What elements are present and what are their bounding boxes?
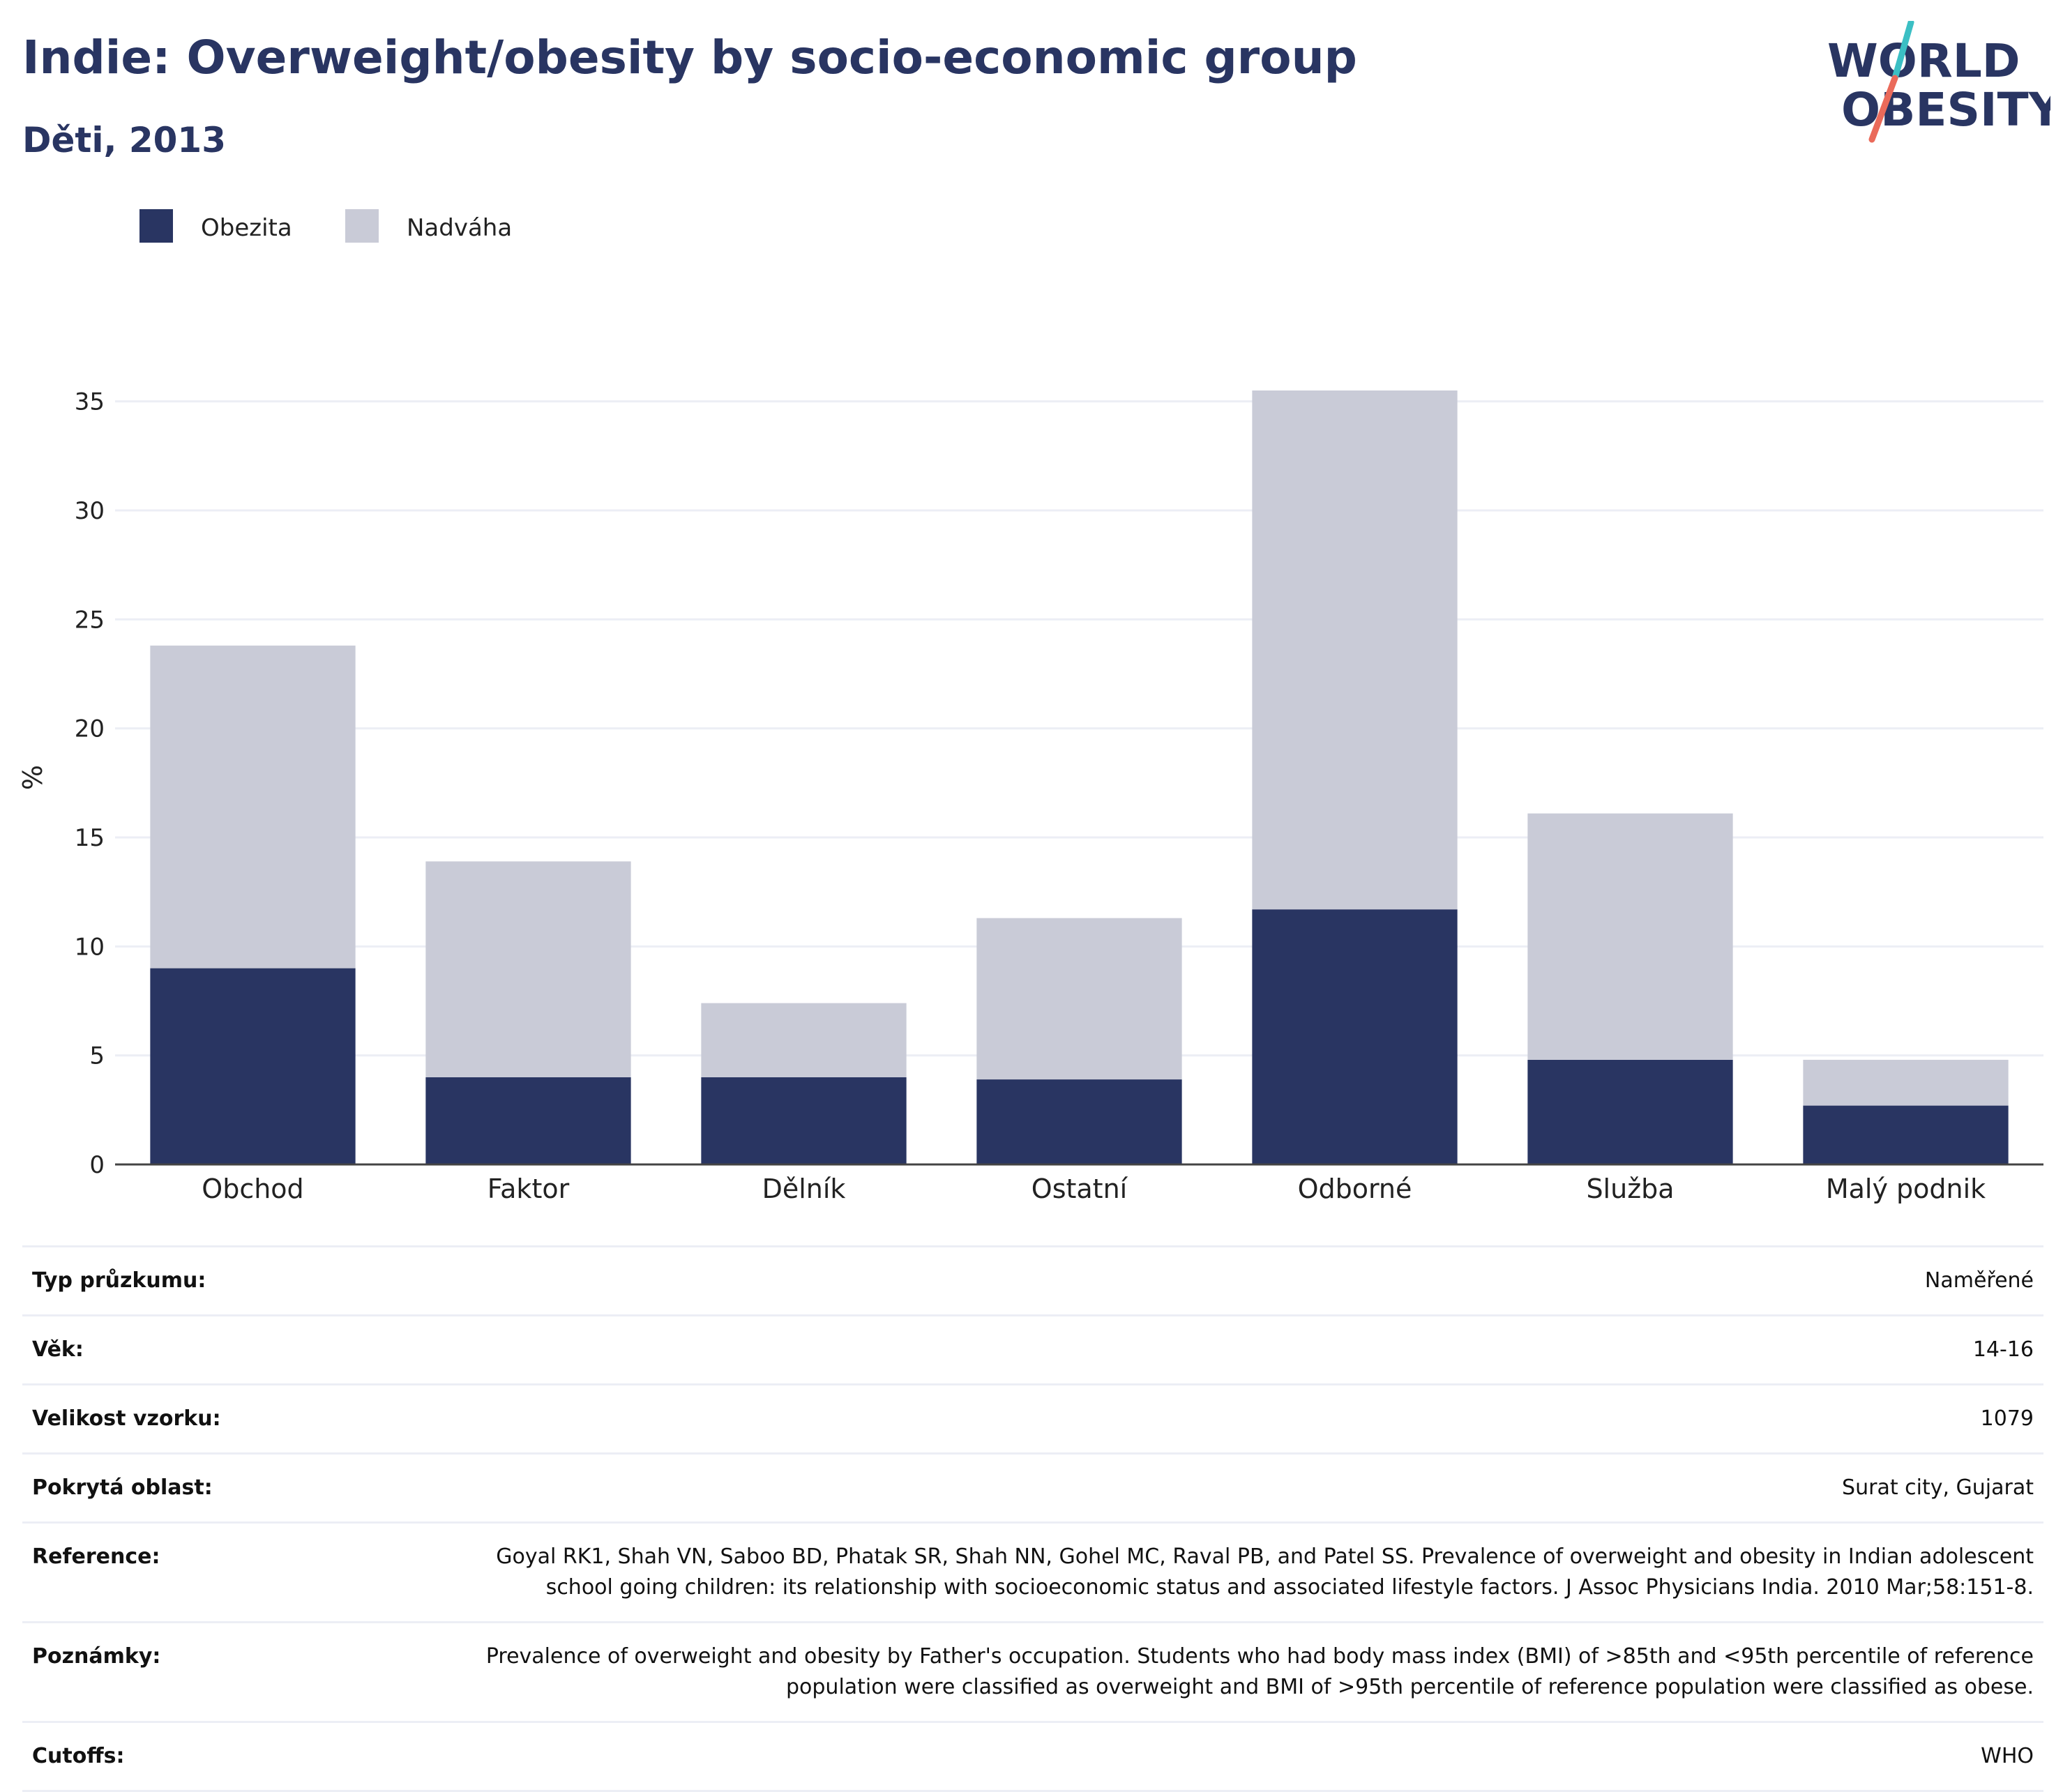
bar-obezita-0 (150, 968, 356, 1164)
details-row: Pokrytá oblast: Surat city, Gujarat (22, 1452, 2043, 1523)
bar-nadváha-4 (1252, 390, 1458, 910)
details-row: Věk: 14-16 (22, 1314, 2043, 1385)
details-value: Surat city, Gujarat (432, 1452, 2043, 1523)
details-value: Goyal RK1, Shah VN, Saboo BD, Phatak SR,… (432, 1521, 2043, 1623)
x-tick-label: Obchod (202, 1174, 303, 1204)
world-obesity-logo: WORLD OBESITY (1827, 21, 2050, 143)
x-axis-ticks: Obchod Faktor Dělník Ostatní Odborné Služba Ma… (202, 1174, 1986, 1204)
bar-obezita-4 (1252, 909, 1458, 1164)
details-label: Poznámky: (22, 1621, 432, 1722)
survey-details-table: Typ průzkumu: Naměřené Věk: 14-16 Velikost v… (22, 1245, 2043, 1792)
details-label: Pokrytá oblast: (22, 1452, 432, 1523)
legend-swatch-0 (139, 209, 173, 243)
details-value: Naměřené (432, 1245, 2043, 1316)
details-row: Velikost vzorku: 1079 (22, 1383, 2043, 1454)
x-tick-label: Faktor (488, 1174, 570, 1204)
chart-bars (150, 390, 2009, 1164)
stacked-bar-chart: Obezita Nadváha 0 5 10 15 20 25 30 35 Obchod Fakt… (17, 209, 2043, 1204)
y-tick-label: 35 (75, 388, 105, 416)
details-row: Poznámky: Prevalence of overweight and ob… (22, 1621, 2043, 1722)
y-tick-label: 0 (89, 1151, 105, 1179)
details-value: 14-16 (432, 1314, 2043, 1385)
x-tick-label: Odborné (1298, 1174, 1412, 1204)
details-label: Velikost vzorku: (22, 1383, 432, 1454)
details-label: Reference: (22, 1521, 432, 1623)
details-value: 1079 (432, 1383, 2043, 1454)
bar-nadváha-6 (1803, 1059, 2009, 1106)
x-tick-label: Dělník (762, 1174, 846, 1204)
bar-obezita-1 (425, 1077, 631, 1164)
bar-obezita-3 (976, 1079, 1182, 1164)
bar-nadváha-1 (425, 861, 631, 1077)
details-row: Reference: Goyal RK1, Shah VN, Saboo BD, … (22, 1521, 2043, 1623)
y-tick-label: 25 (75, 606, 105, 634)
bar-nadváha-3 (976, 918, 1182, 1080)
details-label: Typ průzkumu: (22, 1245, 432, 1316)
y-tick-label: 5 (89, 1042, 105, 1070)
details-label: Věk: (22, 1314, 432, 1385)
chart-legend: Obezita Nadváha (139, 209, 512, 243)
legend-swatch-1 (345, 209, 379, 243)
x-tick-label: Služba (1586, 1174, 1674, 1204)
page-subtitle: Děti, 2013 (22, 120, 227, 160)
y-axis-label: % (17, 765, 48, 790)
legend-label-1: Nadváha (407, 214, 512, 242)
bar-nadváha-0 (150, 645, 356, 969)
x-tick-label: Ostatní (1032, 1174, 1128, 1204)
details-label: Cutoffs: (22, 1721, 432, 1792)
details-value: Prevalence of overweight and obesity by … (432, 1621, 2043, 1722)
bar-obezita-2 (701, 1077, 907, 1164)
y-tick-label: 15 (75, 824, 105, 852)
details-row: Typ průzkumu: Naměřené (22, 1245, 2043, 1316)
logo-line-1: WORLD (1827, 34, 2020, 88)
logo-slash-bottom (1868, 75, 1898, 143)
y-tick-label: 30 (75, 497, 105, 525)
y-axis-ticks: 0 5 10 15 20 25 30 35 (75, 388, 105, 1179)
page-title: Indie: Overweight/obesity by socio-econo… (22, 31, 1357, 84)
logo-line-2: OBESITY (1841, 83, 2050, 137)
details-row: Cutoffs: WHO (22, 1721, 2043, 1792)
legend-label-0: Obezita (201, 214, 292, 242)
bar-obezita-5 (1527, 1059, 1733, 1164)
details-value: WHO (432, 1721, 2043, 1792)
bar-nadváha-2 (701, 1003, 907, 1077)
logo-slash-top (1891, 21, 1914, 82)
x-tick-label: Malý podnik (1826, 1174, 1986, 1204)
y-tick-label: 10 (75, 933, 105, 961)
bar-obezita-6 (1803, 1105, 2009, 1164)
bar-nadváha-5 (1527, 813, 1733, 1060)
y-tick-label: 20 (75, 715, 105, 743)
